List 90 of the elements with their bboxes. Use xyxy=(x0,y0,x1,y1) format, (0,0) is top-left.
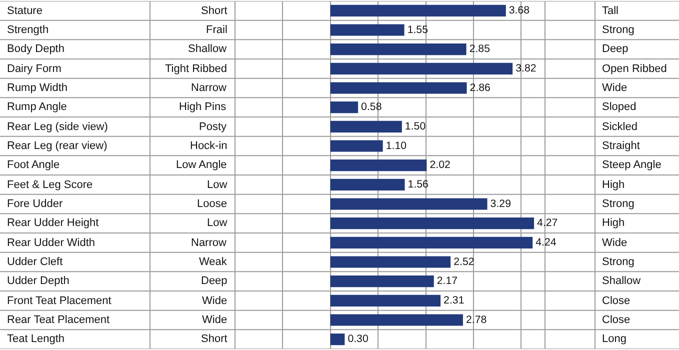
bar xyxy=(330,294,441,306)
bar xyxy=(330,102,358,114)
text: Short xyxy=(201,5,228,17)
text: Posty xyxy=(199,121,228,133)
data-label: 4.27 xyxy=(537,217,558,230)
data-label: 3.82 xyxy=(516,62,536,75)
text: Frail xyxy=(206,24,228,36)
bar xyxy=(330,44,466,56)
bar xyxy=(330,82,467,94)
text: Sloped xyxy=(602,101,636,113)
text: High Pins xyxy=(179,101,227,113)
data-label: 2.52 xyxy=(454,256,474,268)
text: Steep Angle xyxy=(602,159,662,171)
y-tick-label: Foot Angle xyxy=(7,159,60,171)
text: Shallow xyxy=(188,43,227,55)
text: Shallow xyxy=(602,275,641,287)
bar xyxy=(330,334,345,346)
y-tick-label: Feet & Leg Score xyxy=(7,179,93,191)
bar xyxy=(330,160,427,172)
text: Wide xyxy=(202,314,228,326)
text: Sickled xyxy=(602,121,638,133)
text: Wide xyxy=(602,237,628,249)
data-label: 2.31 xyxy=(444,294,464,307)
data-label: 1.55 xyxy=(407,24,428,36)
y-tick-label: Udder Depth xyxy=(7,275,70,287)
text: High xyxy=(602,217,625,229)
y-tick-label: Body Depth xyxy=(7,43,64,55)
text: High xyxy=(602,179,625,191)
text: Strong xyxy=(602,256,634,268)
data-label: 1.10 xyxy=(386,140,407,152)
y-tick-label: Rear Udder Height xyxy=(7,217,99,229)
y-tick-label: Rump Width xyxy=(7,82,68,94)
y-tick-label: Front Teat Placement xyxy=(7,295,112,307)
text: Short xyxy=(201,333,228,345)
bar xyxy=(330,4,506,16)
bar xyxy=(330,314,463,326)
y-tick-label: Rump Angle xyxy=(7,101,67,113)
data-label: 4.24 xyxy=(536,236,556,249)
y-tick-label: Stature xyxy=(7,5,42,17)
bar xyxy=(330,140,383,152)
y-tick-label: Rear Leg (rear view) xyxy=(7,140,108,152)
text: Tight Ribbed xyxy=(165,63,227,75)
y-tick-label: Rear Teat Placement xyxy=(7,314,110,326)
y-tick-label: Dairy Form xyxy=(7,63,62,75)
bar xyxy=(330,178,405,190)
bar xyxy=(330,120,402,132)
text: Wide xyxy=(602,82,628,94)
text: Strong xyxy=(602,198,634,210)
text: Close xyxy=(602,295,630,307)
text: Loose xyxy=(197,198,227,210)
data-label: 0.58 xyxy=(361,101,382,114)
text: Wide xyxy=(202,295,228,307)
text: Close xyxy=(602,314,630,326)
y-tick-label: Rear Leg (side view) xyxy=(7,121,108,133)
text: Long xyxy=(602,333,626,345)
data-label: 2.17 xyxy=(436,275,458,288)
y-tick-label: Fore Udder xyxy=(7,198,63,210)
data-label: 3.29 xyxy=(490,198,512,210)
data-label: 1.56 xyxy=(408,178,429,191)
data-label: 0.30 xyxy=(348,333,368,346)
text: Narrow xyxy=(191,82,227,94)
bar xyxy=(330,236,533,248)
bar xyxy=(330,218,534,230)
bar xyxy=(330,276,434,288)
y-tick-label: Teat Length xyxy=(7,333,64,345)
data-label: 2.85 xyxy=(469,43,490,56)
text: Open Ribbed xyxy=(602,63,667,75)
text: Tall xyxy=(602,5,619,17)
text: Narrow xyxy=(191,237,227,249)
text: Low xyxy=(207,179,228,191)
text: Weak xyxy=(199,256,228,268)
text: Hock-in xyxy=(190,140,228,152)
bar xyxy=(330,198,488,210)
y-tick-label: Rear Udder Width xyxy=(7,237,96,249)
data-label: 2.02 xyxy=(430,159,450,172)
data-label: 1.50 xyxy=(404,120,426,133)
text: Strong xyxy=(602,24,634,36)
bar xyxy=(330,256,451,268)
y-tick-label: Udder Cleft xyxy=(7,256,63,268)
text: Deep xyxy=(602,43,628,55)
text: Low xyxy=(207,217,228,229)
data-label: 3.68 xyxy=(508,4,530,17)
data-label: 2.78 xyxy=(466,314,487,326)
text: Low Angle xyxy=(176,159,227,171)
bar xyxy=(330,24,404,36)
text: Deep xyxy=(201,275,228,287)
data-label: 2.86 xyxy=(470,82,491,94)
text: Straight xyxy=(602,140,640,152)
y-tick-label: Strength xyxy=(7,24,49,36)
bar xyxy=(330,62,513,74)
